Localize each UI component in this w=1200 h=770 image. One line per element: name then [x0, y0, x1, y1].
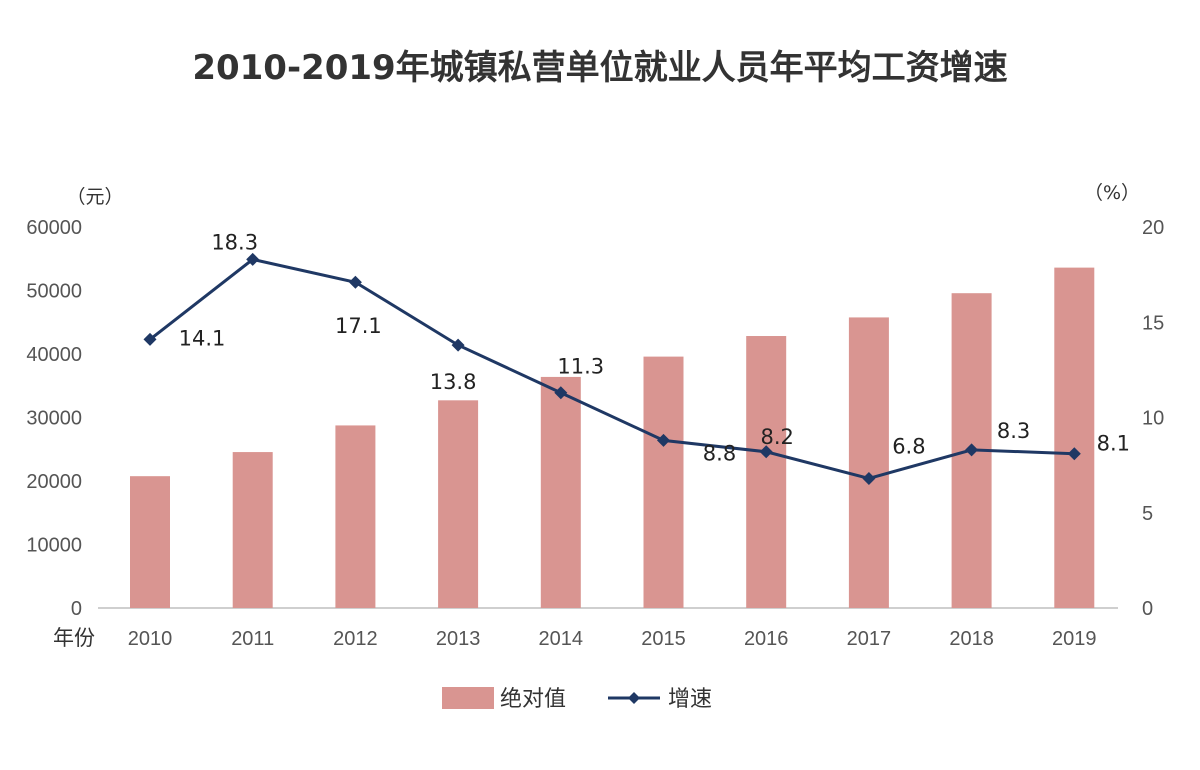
right-tick-label: 10 — [1142, 408, 1164, 430]
bar-2015 — [643, 356, 684, 608]
x-tick-label: 2011 — [231, 628, 274, 650]
x-tick-label: 2016 — [744, 628, 789, 650]
growth-data-label: 6.8 — [892, 434, 925, 458]
legend: 绝对值 增速 — [442, 687, 712, 712]
growth-marker-2010 — [143, 332, 157, 346]
growth-data-label: 8.3 — [997, 419, 1030, 443]
growth-data-label: 17.1 — [335, 314, 382, 338]
growth-data-label: 8.2 — [760, 425, 793, 449]
growth-marker-2014 — [554, 386, 568, 400]
bar-2010 — [130, 476, 170, 608]
right-tick-label: 20 — [1142, 217, 1164, 239]
bar-2013 — [438, 400, 479, 608]
chart-title: 2010-2019年城镇私营单位就业人员年平均工资增速 — [192, 48, 1007, 88]
line-series: 14.1 18.3 17.1 13.8 11.3 8.8 8.2 6.8 8.3 8.1 — [143, 230, 1130, 485]
x-tick-label: 2017 — [847, 628, 892, 650]
left-tick-label: 0 — [71, 598, 82, 620]
left-axis-ticks: 0 10000 20000 30000 40000 50000 60000 — [26, 217, 82, 620]
bar-series — [130, 267, 1095, 608]
left-tick-label: 30000 — [26, 408, 82, 430]
bar-2017 — [848, 317, 889, 608]
bar-2016 — [746, 336, 787, 608]
growth-data-label: 8.8 — [703, 441, 736, 465]
bar-2014 — [540, 376, 581, 608]
x-axis-name: 年份 — [53, 626, 95, 650]
right-tick-label: 5 — [1142, 503, 1153, 525]
left-tick-label: 10000 — [26, 535, 82, 557]
left-tick-label: 40000 — [26, 344, 82, 366]
right-tick-label: 0 — [1142, 598, 1153, 620]
right-axis-ticks: 0 5 10 15 20 — [1142, 217, 1164, 620]
growth-data-label: 11.3 — [557, 355, 604, 379]
growth-marker-2016 — [759, 445, 773, 459]
x-tick-label: 2018 — [949, 628, 994, 650]
growth-marker-2012 — [348, 275, 362, 289]
x-tick-label: 2015 — [641, 628, 686, 650]
growth-marker-2013 — [451, 338, 465, 352]
growth-marker-2011 — [246, 252, 260, 266]
legend-label-absolute: 绝对值 — [500, 687, 566, 712]
legend-diamond-marker — [628, 692, 640, 704]
growth-data-label: 18.3 — [211, 230, 258, 254]
growth-data-label: 8.1 — [1097, 432, 1130, 456]
growth-marker-2015 — [657, 433, 670, 447]
growth-line — [149, 257, 1075, 481]
left-tick-label: 60000 — [26, 217, 82, 239]
left-tick-label: 50000 — [26, 281, 82, 303]
bar-2012 — [335, 425, 376, 608]
x-tick-label: 2012 — [333, 628, 378, 650]
x-tick-label: 2019 — [1052, 628, 1097, 650]
growth-marker-2017 — [862, 471, 876, 485]
legend-swatch-bar — [442, 687, 494, 709]
growth-marker-2019 — [1067, 447, 1081, 461]
x-tick-label: 2013 — [436, 628, 481, 650]
bar-2019 — [1054, 267, 1095, 608]
growth-data-label: 14.1 — [179, 326, 226, 350]
right-axis-unit: （%） — [1084, 182, 1140, 204]
growth-marker-2018 — [965, 443, 979, 457]
right-tick-label: 15 — [1142, 312, 1164, 334]
left-tick-label: 20000 — [26, 471, 82, 493]
x-axis-labels: 2010 2011 2012 2013 2014 2015 2016 2017 2018 2019 — [128, 628, 1097, 650]
left-axis-unit: （元） — [66, 186, 123, 208]
x-tick-label: 2010 — [128, 628, 173, 650]
x-tick-label: 2014 — [539, 628, 584, 650]
bar-2011 — [232, 452, 273, 608]
legend-label-growth: 增速 — [668, 687, 712, 712]
growth-data-label: 13.8 — [430, 370, 477, 394]
